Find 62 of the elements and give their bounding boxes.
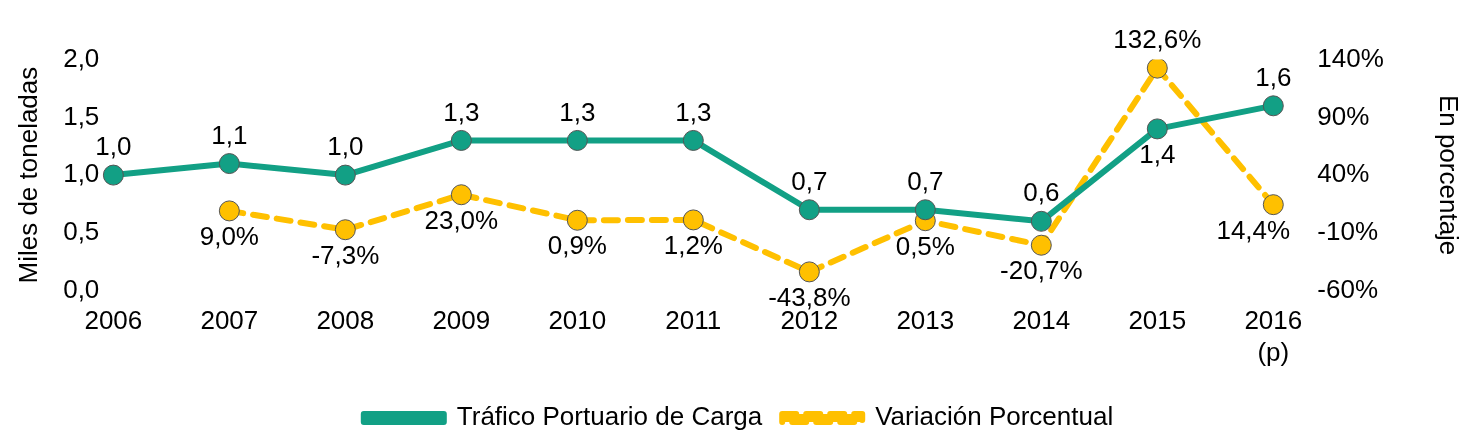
point — [566, 209, 588, 231]
data-label: 1,1 — [211, 119, 248, 150]
data-label: -7,3% — [311, 239, 380, 270]
point — [682, 129, 704, 151]
x-tick-label: 2006 — [84, 305, 143, 336]
x-tick-label: 2016 (p) — [1244, 305, 1303, 367]
x-tick-label: 2007 — [200, 305, 259, 336]
data-label: 1,2% — [663, 230, 723, 261]
data-label: 14,4% — [1216, 214, 1291, 245]
y2-tick-label: -10% — [1317, 216, 1379, 247]
point — [682, 209, 704, 231]
point — [218, 153, 240, 175]
y-tick-label: 0,5 — [63, 216, 100, 247]
point — [1146, 59, 1168, 79]
y2-tick-label: 90% — [1317, 100, 1370, 131]
data-label: 1,4 — [1139, 139, 1176, 170]
point — [218, 200, 240, 222]
point — [450, 129, 472, 151]
legend-label: Variación Porcentual — [875, 401, 1114, 432]
point — [1146, 118, 1168, 140]
y-tick-label: 0,0 — [63, 273, 100, 304]
data-label: 0,6 — [1023, 177, 1060, 208]
x-tick-label: 2013 — [896, 305, 955, 336]
point — [450, 184, 472, 206]
data-label: 1,6 — [1255, 61, 1292, 92]
point — [914, 199, 936, 221]
point — [102, 164, 124, 186]
x-tick-label: 2015 — [1128, 305, 1187, 336]
point — [1030, 210, 1052, 232]
data-label: 0,7 — [791, 165, 828, 196]
data-label: 0,9% — [547, 230, 607, 261]
x-tick-label: 2011 — [665, 305, 722, 336]
data-label: 1,3 — [559, 96, 596, 127]
point — [1030, 234, 1052, 256]
x-tick-label: 2009 — [432, 305, 491, 336]
data-label: 23,0% — [424, 204, 499, 235]
x-tick-label: 2008 — [316, 305, 375, 336]
legend-label: Tráfico Portuario de Carga — [456, 401, 763, 432]
point — [334, 219, 356, 241]
y-tick-label: 2,0 — [63, 42, 100, 73]
data-label: 0,7 — [907, 165, 944, 196]
data-label: 0,5% — [895, 230, 955, 261]
y-axis-title: Miles de toneladas — [12, 66, 43, 284]
point — [566, 129, 588, 151]
x-tick-label: 2014 — [1012, 305, 1071, 336]
y-tick-label: 1,5 — [63, 100, 100, 131]
point — [1262, 194, 1284, 216]
data-label: 1,3 — [443, 96, 480, 127]
point — [798, 261, 820, 283]
y2-axis-title: En porcentaje — [1434, 94, 1465, 256]
x-tick-label: 2010 — [548, 305, 607, 336]
point — [334, 164, 356, 186]
data-label: 1,0 — [327, 131, 364, 162]
point — [798, 199, 820, 221]
point — [1262, 95, 1284, 117]
data-label: 1,3 — [675, 96, 712, 127]
y2-tick-label: -60% — [1317, 273, 1379, 304]
y2-tick-label: 40% — [1317, 158, 1370, 189]
data-label: 132,6% — [1113, 24, 1202, 55]
y2-tick-label: 140% — [1317, 42, 1384, 73]
data-label: 9,0% — [199, 221, 259, 252]
data-label: -20,7% — [1000, 255, 1083, 286]
